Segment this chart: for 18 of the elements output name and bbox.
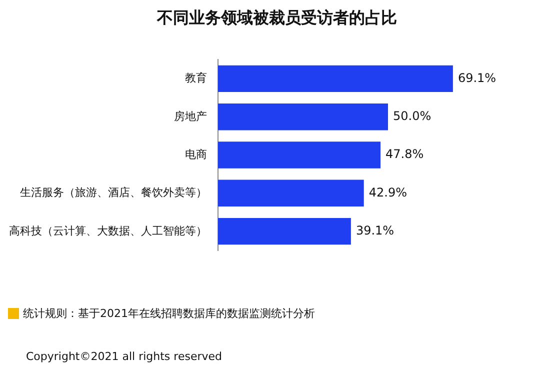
data-label: 69.1% bbox=[458, 70, 496, 85]
bar bbox=[218, 180, 364, 207]
y-tick-label: 房地产 bbox=[174, 110, 207, 123]
data-label: 42.9% bbox=[368, 185, 407, 200]
data-label: 50.0% bbox=[393, 108, 432, 123]
bar bbox=[218, 103, 388, 130]
text: 统计规则：基于2021年在线招聘数据库的数据监测统计分析 bbox=[23, 306, 315, 321]
chart-title: 不同业务领域被裁员受访者的占比 bbox=[156, 8, 398, 29]
bar bbox=[218, 218, 351, 245]
y-tick-label: 教育 bbox=[185, 72, 207, 85]
bar bbox=[218, 65, 453, 92]
y-tick-label: 高科技（云计算、大数据、人工智能等） bbox=[9, 224, 207, 238]
y-tick-label: 电商 bbox=[185, 148, 207, 162]
text: Copyright©2021 all rights reserved bbox=[26, 350, 222, 363]
data-label: 39.1% bbox=[356, 223, 394, 238]
bar bbox=[218, 142, 381, 168]
data-label: 47.8% bbox=[386, 147, 424, 162]
y-tick-label: 生活服务（旅游、酒店、餐饮外卖等） bbox=[20, 186, 207, 200]
